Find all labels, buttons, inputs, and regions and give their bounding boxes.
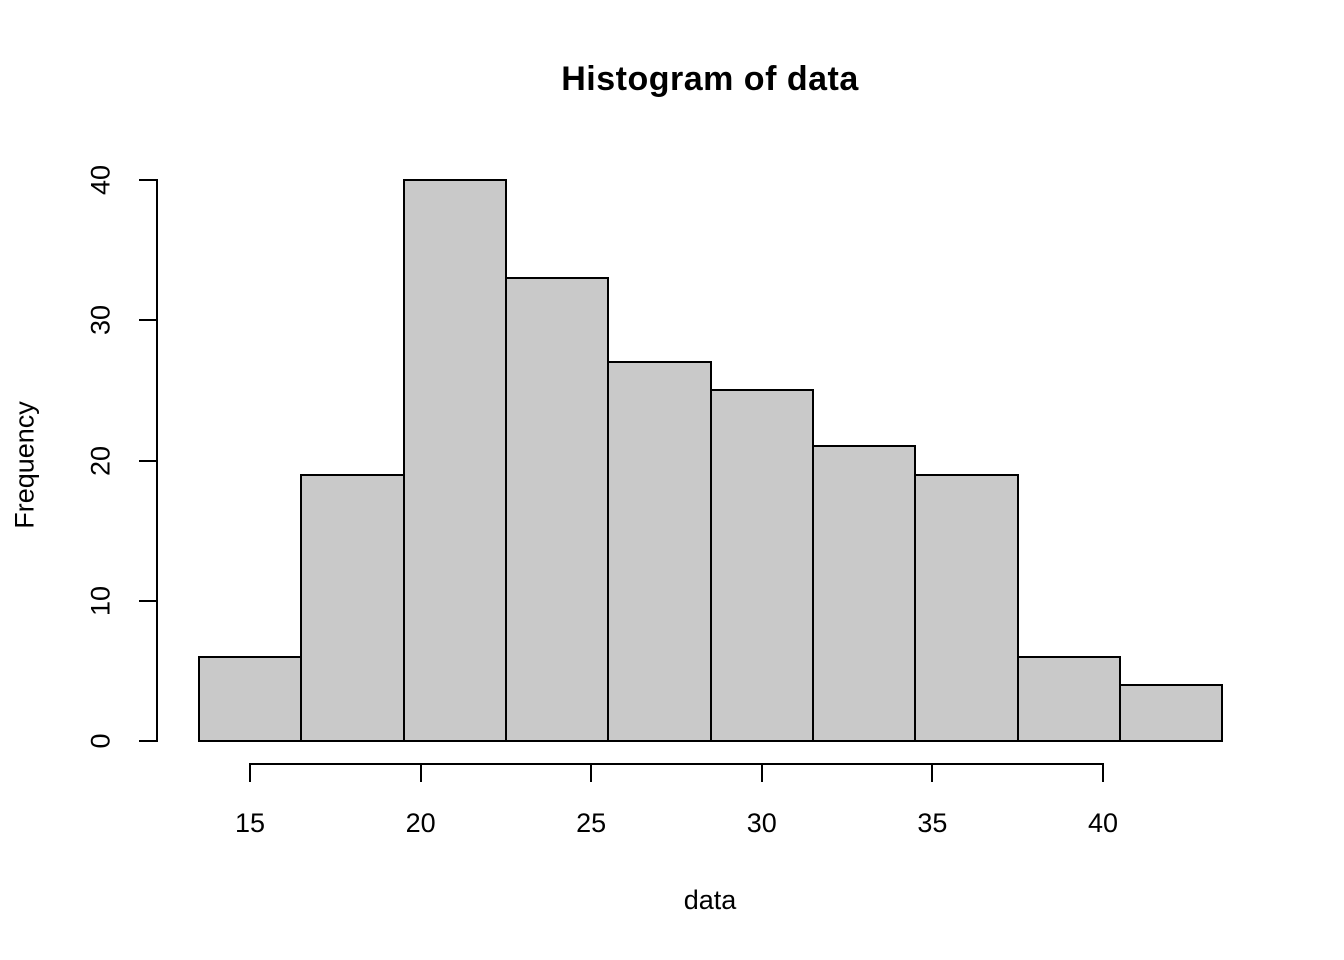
y-tick <box>139 319 156 322</box>
y-axis-title-text: Frequency <box>9 401 40 529</box>
chart-title: Histogram of data <box>561 60 859 98</box>
x-tick-label: 25 <box>576 808 607 838</box>
y-tick-label-text: 20 <box>85 445 116 476</box>
y-axis-line <box>156 179 158 742</box>
y-tick-label-text: 30 <box>85 305 116 336</box>
y-tick <box>139 740 156 742</box>
x-tick <box>1102 765 1104 782</box>
histogram-bar <box>402 179 507 742</box>
histogram-bar <box>709 389 814 742</box>
y-tick <box>139 599 156 602</box>
x-axis-line <box>249 763 1104 765</box>
x-tick-label: 35 <box>917 808 948 838</box>
y-tick-label-text: 10 <box>85 585 116 616</box>
histogram-bar <box>914 473 1019 742</box>
y-tick-label-text: 40 <box>85 164 116 196</box>
histogram-bar <box>504 277 610 742</box>
histogram-bar <box>811 445 917 742</box>
x-tick <box>931 765 934 782</box>
x-tick <box>760 765 763 782</box>
histogram-bar <box>607 361 712 742</box>
histogram-bar <box>1016 655 1122 742</box>
x-axis-title: data <box>683 885 737 915</box>
x-tick <box>419 765 422 782</box>
x-tick-label: 30 <box>746 808 777 838</box>
histogram-bar <box>300 473 405 742</box>
x-tick-label: 20 <box>405 808 436 838</box>
histogram-bar <box>197 655 303 742</box>
x-tick-label: 15 <box>234 808 266 838</box>
y-tick-label-text: 0 <box>85 733 116 749</box>
histogram-bar <box>1119 683 1224 742</box>
x-tick <box>249 765 251 782</box>
x-tick <box>590 765 593 782</box>
y-tick <box>139 459 156 462</box>
y-tick <box>139 179 156 181</box>
x-tick-label: 40 <box>1087 808 1119 838</box>
